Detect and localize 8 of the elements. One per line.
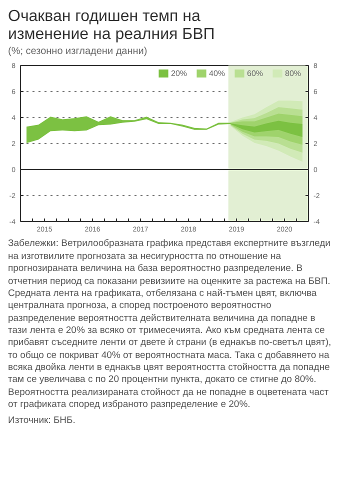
text: Забележки: Ветрилообразната графика представя експертните възгледи на изготвилите прогнозата за несигурността по отношение на прогнозираната величина на база вероятностно разпределение. В отчетния период са показани ревизиите на оценките за растежа на БВП. Средната лента на графиката, отбелязана с най-тъмен цвят, включва централната прогноза, а според построеното вероятностно разпределение вероятността действителната величина да попадне в тази лента е 20% за всяко от тримесечията. Ако към средната лента се прибавят съседните ленти от двете ѝ страни (в еднакъв по-светъл цвят), то общо се покриват 40% от вероятностната маса. Така с добавянето на всяка двойка ленти в еднакъв цвят вероятността стойността да попадне там се увеличава с по 20 процентни пункта, докато се стигне до 80%. Вероятността реализираната стойност да не попадне в оцветената част от графиката според избраното разпределение е 20%.: [8, 238, 332, 410]
legend-label: 40%: [209, 68, 226, 78]
legend-label: 80%: [285, 68, 302, 78]
legend-label: 60%: [247, 68, 264, 78]
chart-title: Очакван годишен темп на изменение на реалния БВП: [8, 8, 216, 44]
legend-label: 20%: [171, 68, 188, 78]
chart-subtitle: (%; сезонно изгладени данни): [8, 45, 148, 60]
text: Източник: БНБ.: [8, 415, 76, 428]
